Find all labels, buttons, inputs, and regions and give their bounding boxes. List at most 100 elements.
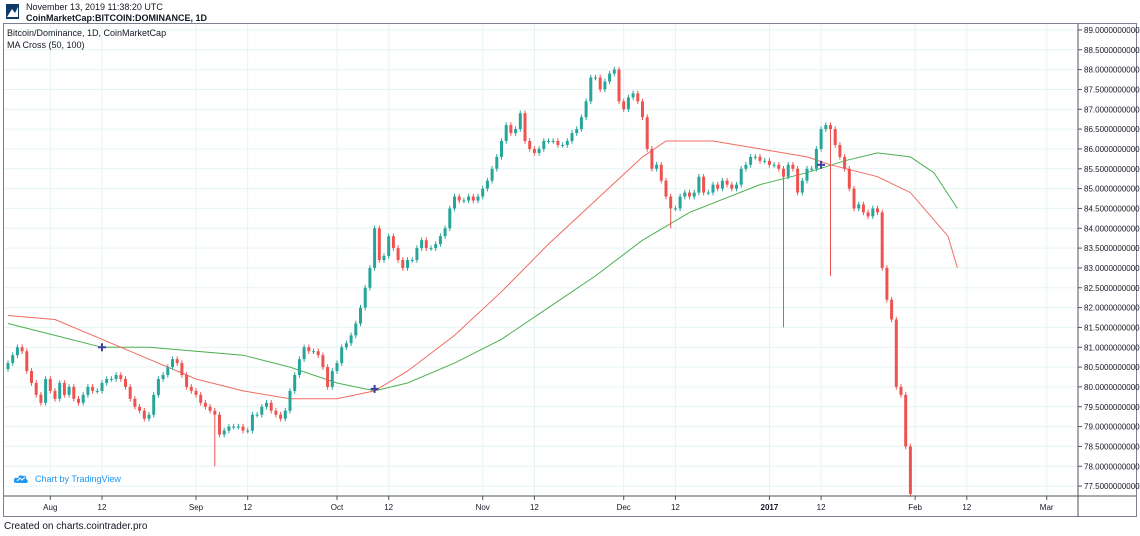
candle: [532, 146, 536, 156]
candle-body: [321, 355, 325, 368]
candle: [791, 162, 795, 172]
candle: [72, 384, 76, 402]
price-tick-label: 83.5000000000: [1084, 244, 1140, 253]
candle-body: [387, 236, 391, 257]
candle: [302, 344, 306, 362]
candle-body: [655, 164, 659, 169]
candle: [293, 372, 297, 394]
candle-body: [340, 347, 344, 364]
candle: [185, 372, 189, 390]
candle-body: [800, 180, 804, 193]
candle: [265, 400, 268, 410]
candle: [702, 173, 706, 196]
candle: [692, 189, 696, 200]
candle: [579, 114, 583, 132]
candle: [288, 388, 292, 414]
candle-body: [814, 148, 818, 169]
candle: [91, 384, 95, 394]
candle: [641, 98, 644, 120]
candle: [885, 265, 889, 303]
candle-body: [852, 188, 856, 209]
candle-body: [594, 77, 597, 79]
candle: [344, 340, 348, 351]
candle-body: [232, 426, 236, 428]
candle-body: [532, 148, 536, 153]
candle: [725, 177, 729, 188]
candle: [537, 146, 541, 156]
candle-body: [283, 410, 287, 419]
footer-credit: Created on charts.cointrader.pro: [4, 521, 148, 532]
candle-body: [584, 101, 588, 118]
price-tick-label: 81.0000000000: [1084, 343, 1140, 352]
candle: [767, 158, 771, 168]
candle: [138, 403, 142, 414]
candle-body: [763, 160, 767, 162]
candle: [269, 400, 273, 414]
candle: [509, 122, 513, 136]
candle: [359, 304, 362, 327]
candle-body: [702, 176, 706, 193]
candle-body: [650, 148, 654, 169]
candle: [424, 237, 428, 251]
candle-body: [908, 446, 912, 495]
candle: [551, 138, 555, 144]
candle: [119, 372, 123, 382]
price-tick-label: 86.0000000000: [1084, 145, 1140, 154]
candle-body: [772, 164, 776, 166]
candle-body: [810, 168, 814, 170]
candle: [105, 376, 109, 386]
candle: [316, 348, 320, 358]
time-tick-label: Sep: [189, 503, 204, 512]
candle: [95, 388, 99, 394]
candle-body: [222, 430, 226, 435]
candle-body: [312, 351, 315, 353]
candle: [438, 233, 442, 247]
candle: [396, 245, 400, 263]
ma-cross-marker: [817, 160, 826, 169]
candle-body: [189, 386, 193, 391]
candle-body: [504, 125, 508, 142]
price-tick-label: 84.0000000000: [1084, 224, 1140, 233]
candle-body: [833, 129, 837, 145]
candle-body: [641, 101, 644, 118]
price-tick-label: 87.5000000000: [1084, 85, 1140, 94]
candle-body: [805, 168, 809, 181]
candle: [20, 344, 24, 355]
candle-body: [753, 156, 757, 158]
candle: [504, 122, 508, 144]
tradingview-badge[interactable]: Chart by TradingView: [13, 474, 121, 484]
candle-body: [547, 141, 550, 143]
candle: [589, 74, 593, 105]
candle: [612, 66, 616, 77]
candle: [326, 364, 330, 390]
candle: [175, 356, 179, 366]
candle: [6, 360, 10, 372]
time-tick-label: 12: [98, 503, 107, 512]
moving-average-lines: [7, 140, 958, 400]
candle: [565, 138, 569, 148]
candle-body: [67, 386, 71, 395]
candle-body: [185, 375, 189, 387]
candle-body: [720, 180, 724, 189]
candle: [307, 344, 311, 355]
candle: [255, 411, 259, 418]
candle-body: [279, 414, 283, 419]
candle: [514, 126, 518, 136]
candle: [250, 411, 254, 434]
candle-body: [443, 228, 447, 237]
tradingview-badge-label: Chart by TradingView: [35, 474, 121, 484]
indicator-legend[interactable]: MA Cross (50, 100): [7, 40, 85, 50]
candle-body: [316, 351, 320, 356]
candle: [603, 78, 607, 93]
candle-body: [782, 168, 785, 177]
candle-body: [866, 212, 870, 217]
candle-body: [396, 248, 400, 260]
candle-body: [420, 240, 424, 249]
candle-body: [429, 248, 433, 250]
candle: [279, 411, 283, 422]
candle-body: [626, 97, 630, 110]
candle-body: [598, 77, 602, 90]
candle: [434, 241, 438, 251]
candle-body: [25, 351, 29, 372]
